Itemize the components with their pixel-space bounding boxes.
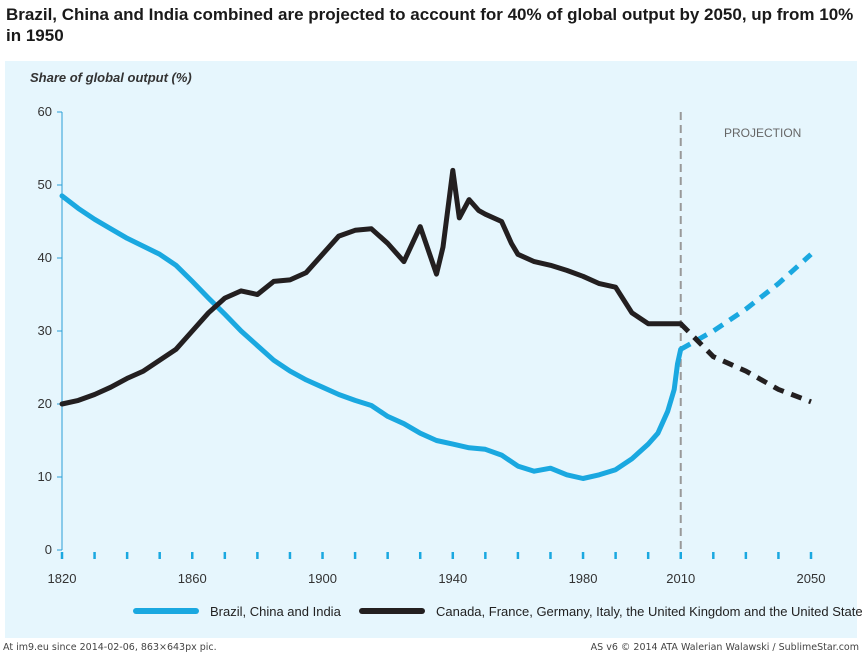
line-chart: 0 10 20 30 40 50 60 1820 1860 1900 1940 1980 2010 205… xyxy=(38,104,863,619)
legend-label-bci: Brazil, China and India xyxy=(210,604,342,619)
x-tick-label: 1900 xyxy=(308,571,337,586)
series-lines xyxy=(59,167,813,481)
chart-panel xyxy=(5,61,857,638)
series-projection-bci xyxy=(679,252,813,352)
y-tick-label: 40 xyxy=(38,250,52,265)
series-line-g7 xyxy=(59,167,684,407)
y-tick-label: 20 xyxy=(38,396,52,411)
image-footer: At im9.eu since 2014-02-06, 863×643px pi… xyxy=(0,640,863,655)
x-tick-label: 1940 xyxy=(438,571,467,586)
legend: Brazil, China and India Canada, France, G… xyxy=(133,604,863,619)
chart-title: Brazil, China and India combined are pro… xyxy=(6,5,854,45)
footer-left-text: At im9.eu since 2014-02-06, 863×643px pi… xyxy=(3,642,217,653)
legend-label-g7: Canada, France, Germany, Italy, the Unit… xyxy=(436,604,863,619)
projection-annotation: PROJECTION xyxy=(724,126,801,140)
x-tick-label: 2050 xyxy=(797,571,826,586)
x-tick-label: 1980 xyxy=(569,571,598,586)
y-axis-label: Share of global output (%) xyxy=(30,70,192,85)
x-tick-label: 2010 xyxy=(666,571,695,586)
series-line-bci xyxy=(59,193,684,481)
x-tick-label: 1860 xyxy=(178,571,207,586)
y-tick-label: 60 xyxy=(38,104,52,119)
y-tick-label: 10 xyxy=(38,469,52,484)
axes: 0 10 20 30 40 50 60 1820 1860 1900 1940 1980 2010 205… xyxy=(38,104,826,586)
y-tick-label: 50 xyxy=(38,177,52,192)
footer-right-text: AS v6 © 2014 ATA Walerian Walawski / Sub… xyxy=(590,642,859,653)
series-projection-g7 xyxy=(678,321,812,405)
x-tick-label: 1820 xyxy=(48,571,77,586)
y-tick-label: 0 xyxy=(45,542,52,557)
y-tick-label: 30 xyxy=(38,323,52,338)
